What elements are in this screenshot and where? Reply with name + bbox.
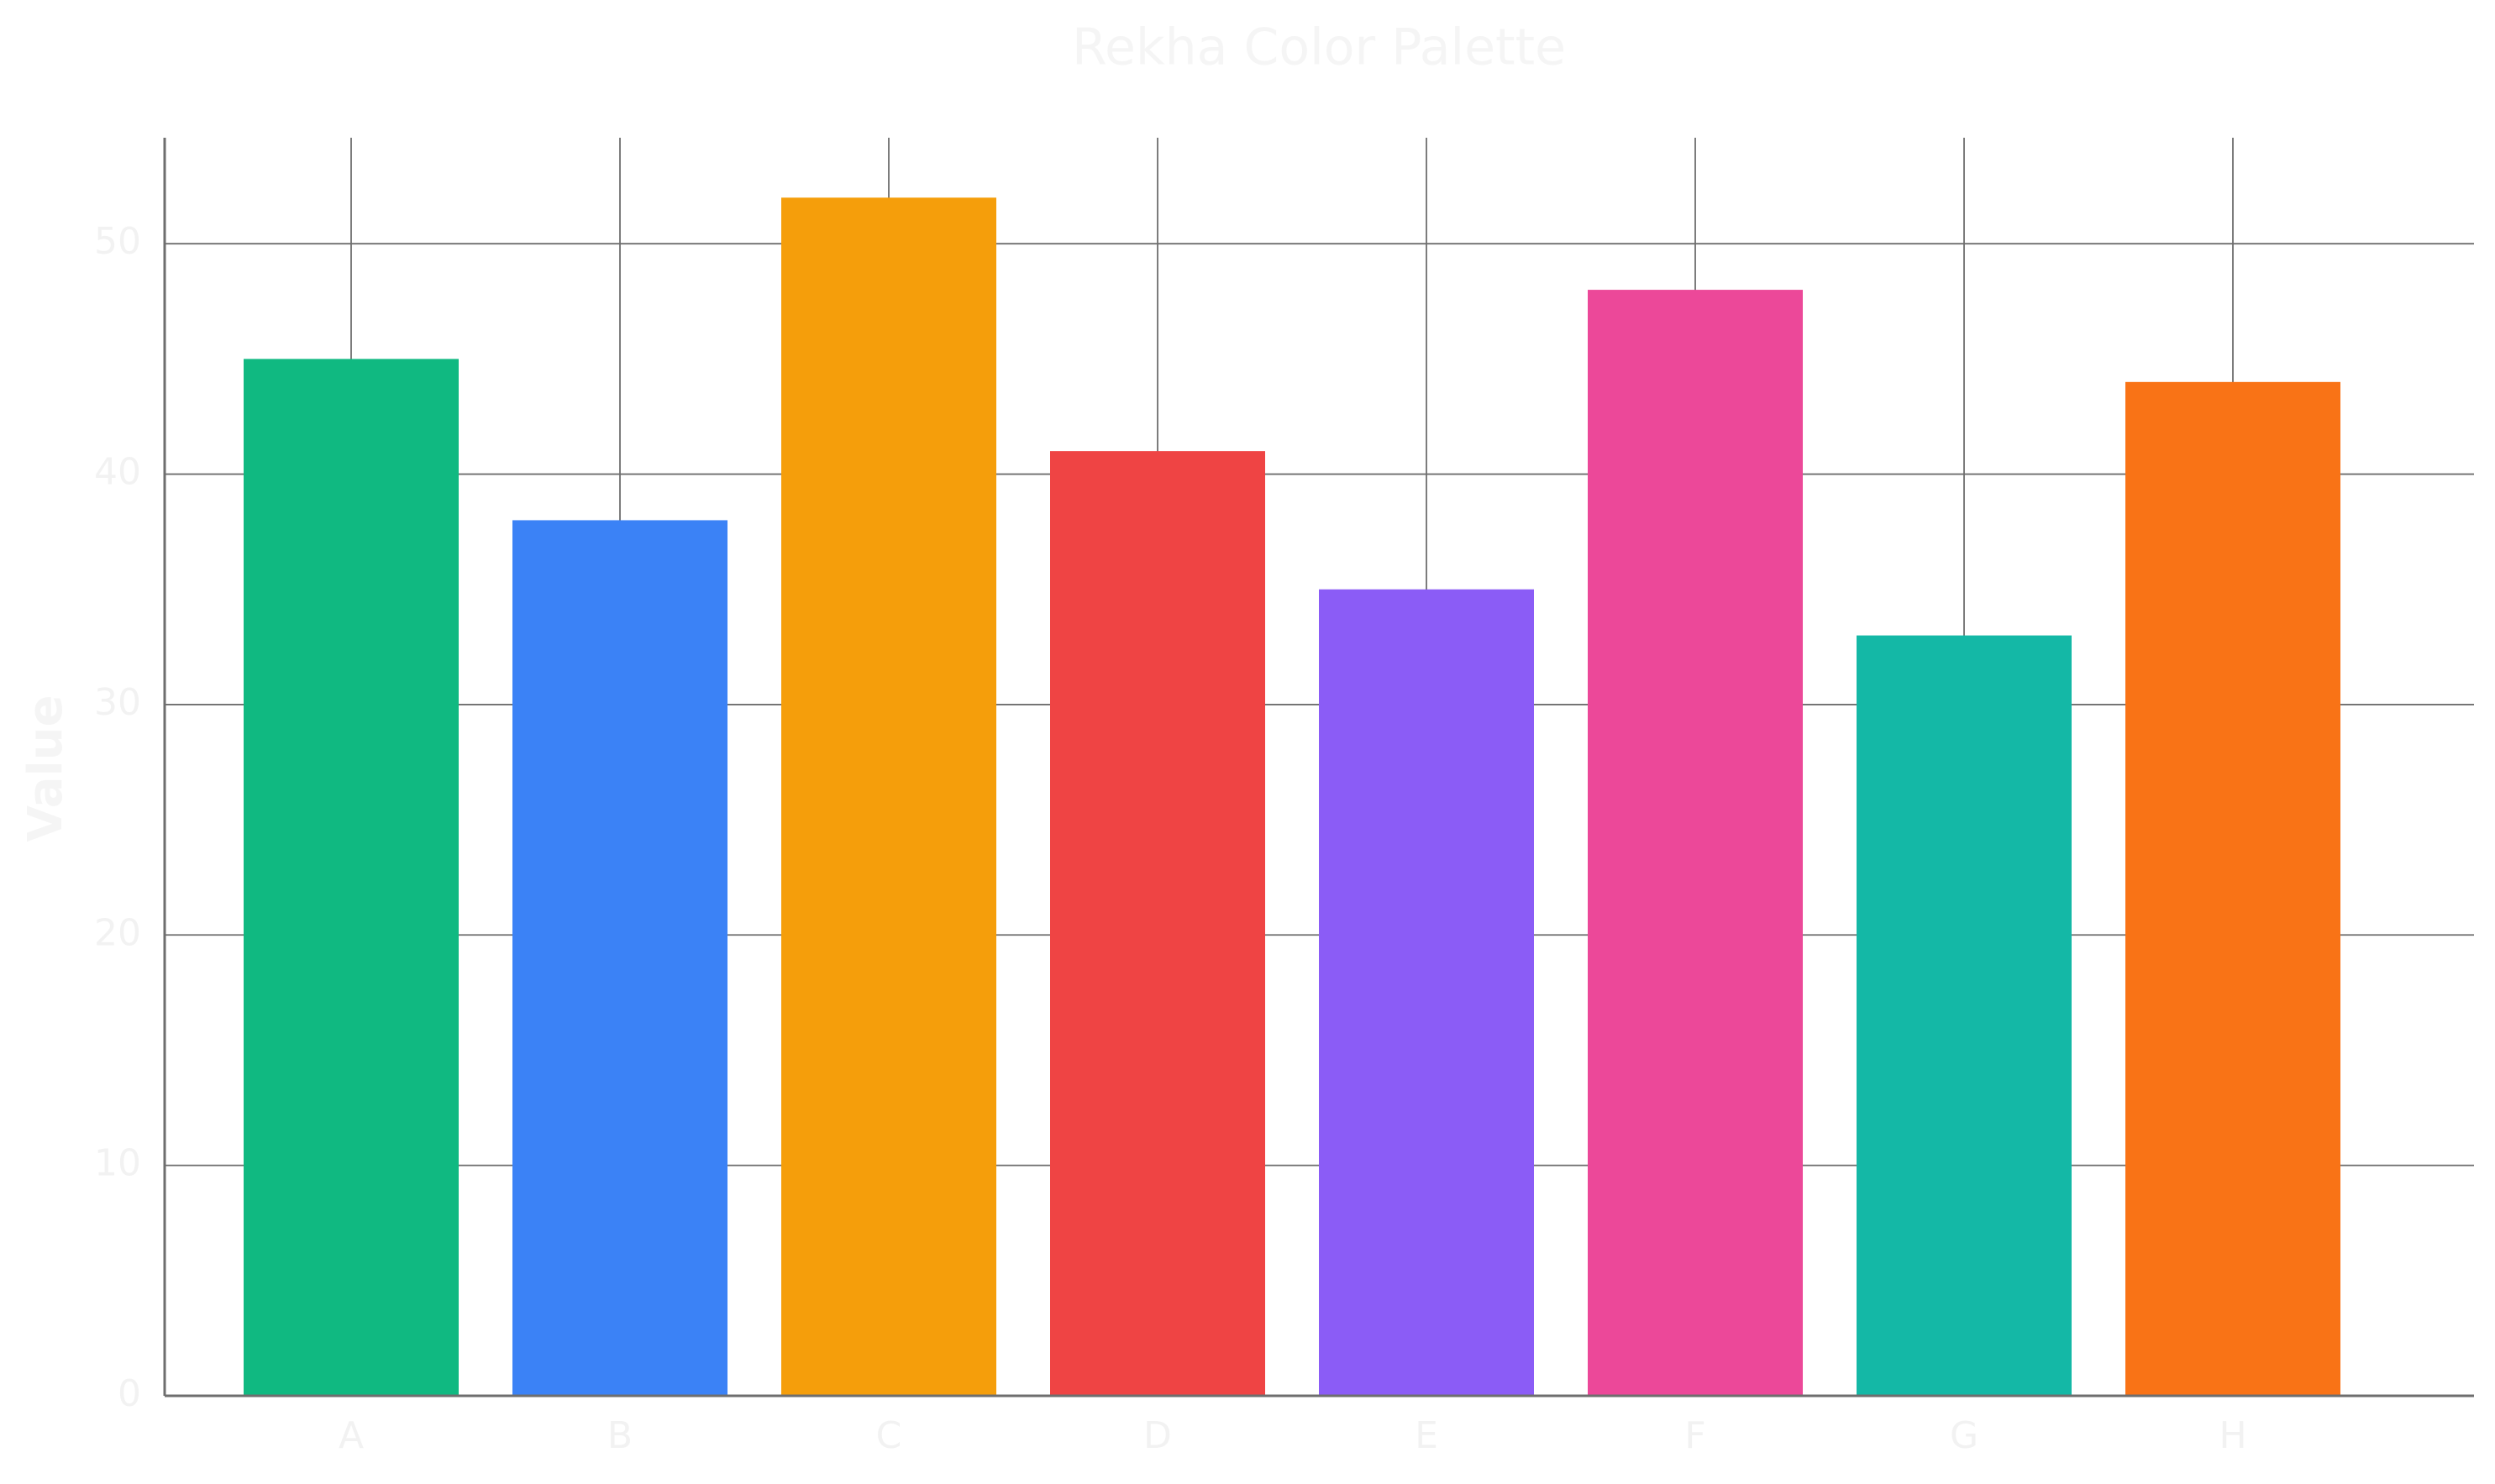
y-tick-label: 10 (94, 1142, 141, 1185)
bar-g (1857, 635, 2072, 1396)
y-tick-label: 20 (94, 911, 141, 954)
bar-h (2125, 381, 2340, 1396)
axes (163, 138, 2474, 1397)
bar-e (1319, 589, 1534, 1396)
x-tick-label: G (1950, 1414, 1978, 1457)
bar-f (1588, 290, 1803, 1397)
x-tick-label: H (2219, 1414, 2246, 1457)
bar-b (512, 520, 727, 1396)
x-tick-label: A (339, 1414, 364, 1457)
x-tick-label: C (876, 1414, 902, 1457)
bars (244, 197, 2340, 1397)
bar-a (244, 359, 459, 1396)
bar-c (781, 197, 996, 1396)
tick-labels: 0 10 20 30 40 50 A B C D E F G H (94, 220, 2247, 1457)
y-tick-label: 50 (94, 220, 141, 263)
chart-title: Rekha Color Palette (1072, 18, 1566, 77)
y-tick-label: 40 (94, 451, 141, 494)
x-tick-label: E (1415, 1414, 1438, 1457)
x-tick-label: B (607, 1414, 633, 1457)
x-tick-label: D (1143, 1414, 1172, 1457)
y-tick-label: 0 (118, 1372, 141, 1415)
y-axis-label: Value (18, 695, 73, 842)
y-tick-label: 30 (94, 681, 141, 724)
x-tick-label: F (1684, 1414, 1705, 1457)
bar-d (1050, 451, 1265, 1397)
